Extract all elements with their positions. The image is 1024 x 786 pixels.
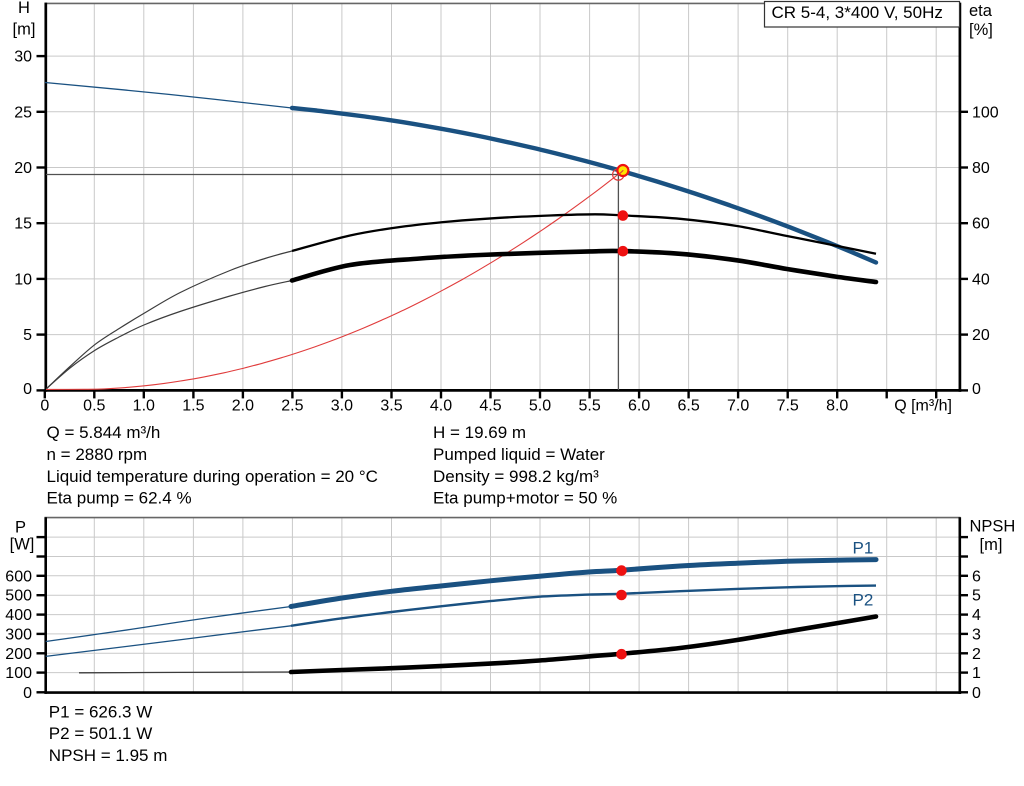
svg-text:0: 0	[972, 381, 981, 398]
svg-text:0: 0	[40, 397, 49, 414]
svg-text:[W]: [W]	[10, 536, 35, 554]
svg-text:500: 500	[5, 588, 32, 605]
svg-text:5.5: 5.5	[578, 397, 600, 414]
svg-text:2: 2	[972, 646, 981, 663]
svg-text:Density = 998.2 kg/m³: Density = 998.2 kg/m³	[433, 467, 599, 486]
svg-text:6.5: 6.5	[677, 397, 699, 414]
svg-text:P2: P2	[853, 591, 874, 610]
svg-text:Liquid temperature during oper: Liquid temperature during operation = 20…	[47, 467, 378, 486]
svg-text:Q [m³/h]: Q [m³/h]	[894, 397, 952, 414]
svg-text:CR 5-4, 3*400 V, 50Hz: CR 5-4, 3*400 V, 50Hz	[772, 3, 943, 22]
svg-text:7.0: 7.0	[727, 397, 749, 414]
svg-text:40: 40	[972, 271, 990, 288]
svg-text:30: 30	[14, 49, 32, 66]
svg-text:H: H	[18, 0, 30, 17]
svg-text:4.5: 4.5	[479, 397, 501, 414]
svg-text:0.5: 0.5	[83, 397, 105, 414]
svg-text:2.5: 2.5	[281, 397, 303, 414]
svg-text:4.0: 4.0	[430, 397, 452, 414]
svg-text:n = 2880 rpm: n = 2880 rpm	[47, 445, 148, 464]
svg-text:P: P	[15, 519, 26, 537]
svg-text:H = 19.69 m: H = 19.69 m	[433, 423, 526, 442]
svg-text:P2 = 501.1 W: P2 = 501.1 W	[49, 724, 152, 743]
svg-text:3.5: 3.5	[380, 397, 402, 414]
svg-text:5: 5	[23, 327, 32, 344]
svg-text:0: 0	[23, 381, 32, 398]
svg-text:8.0: 8.0	[826, 397, 848, 414]
svg-text:1: 1	[972, 665, 981, 682]
svg-text:20: 20	[972, 327, 990, 344]
svg-text:NPSH = 1.95 m: NPSH = 1.95 m	[49, 746, 168, 765]
svg-text:60: 60	[972, 216, 990, 233]
svg-text:5: 5	[972, 588, 981, 605]
svg-text:80: 80	[972, 160, 990, 177]
svg-text:P1 = 626.3 W: P1 = 626.3 W	[49, 702, 152, 721]
svg-text:P1: P1	[853, 539, 874, 558]
svg-text:4: 4	[972, 607, 981, 624]
svg-text:NPSH: NPSH	[970, 518, 1016, 536]
svg-text:6: 6	[972, 568, 981, 585]
svg-text:Eta pump = 62.4 %: Eta pump = 62.4 %	[47, 489, 192, 508]
svg-text:1.5: 1.5	[182, 397, 204, 414]
svg-text:[m]: [m]	[13, 21, 36, 39]
svg-text:Q = 5.844 m³/h: Q = 5.844 m³/h	[47, 423, 161, 442]
svg-text:15: 15	[14, 216, 32, 233]
svg-text:5.0: 5.0	[529, 397, 551, 414]
svg-text:600: 600	[5, 568, 32, 585]
svg-text:100: 100	[972, 104, 999, 121]
svg-text:0: 0	[23, 685, 32, 702]
svg-text:100: 100	[5, 665, 32, 682]
svg-text:25: 25	[14, 104, 32, 121]
svg-text:200: 200	[5, 646, 32, 663]
svg-text:eta: eta	[969, 2, 993, 20]
svg-text:7.5: 7.5	[777, 397, 799, 414]
svg-text:20: 20	[14, 160, 32, 177]
svg-text:2.0: 2.0	[232, 397, 254, 414]
svg-text:3: 3	[972, 626, 981, 643]
svg-text:6.0: 6.0	[628, 397, 650, 414]
svg-text:[%]: [%]	[969, 21, 993, 39]
svg-text:400: 400	[5, 607, 32, 624]
svg-text:300: 300	[5, 626, 32, 643]
svg-text:0: 0	[972, 685, 981, 702]
svg-text:1.0: 1.0	[133, 397, 155, 414]
svg-text:[m]: [m]	[980, 536, 1003, 554]
svg-text:10: 10	[14, 271, 32, 288]
svg-text:3.0: 3.0	[331, 397, 353, 414]
svg-text:Eta pump+motor = 50 %: Eta pump+motor = 50 %	[433, 489, 617, 508]
svg-text:Pumped liquid = Water: Pumped liquid = Water	[433, 445, 605, 464]
